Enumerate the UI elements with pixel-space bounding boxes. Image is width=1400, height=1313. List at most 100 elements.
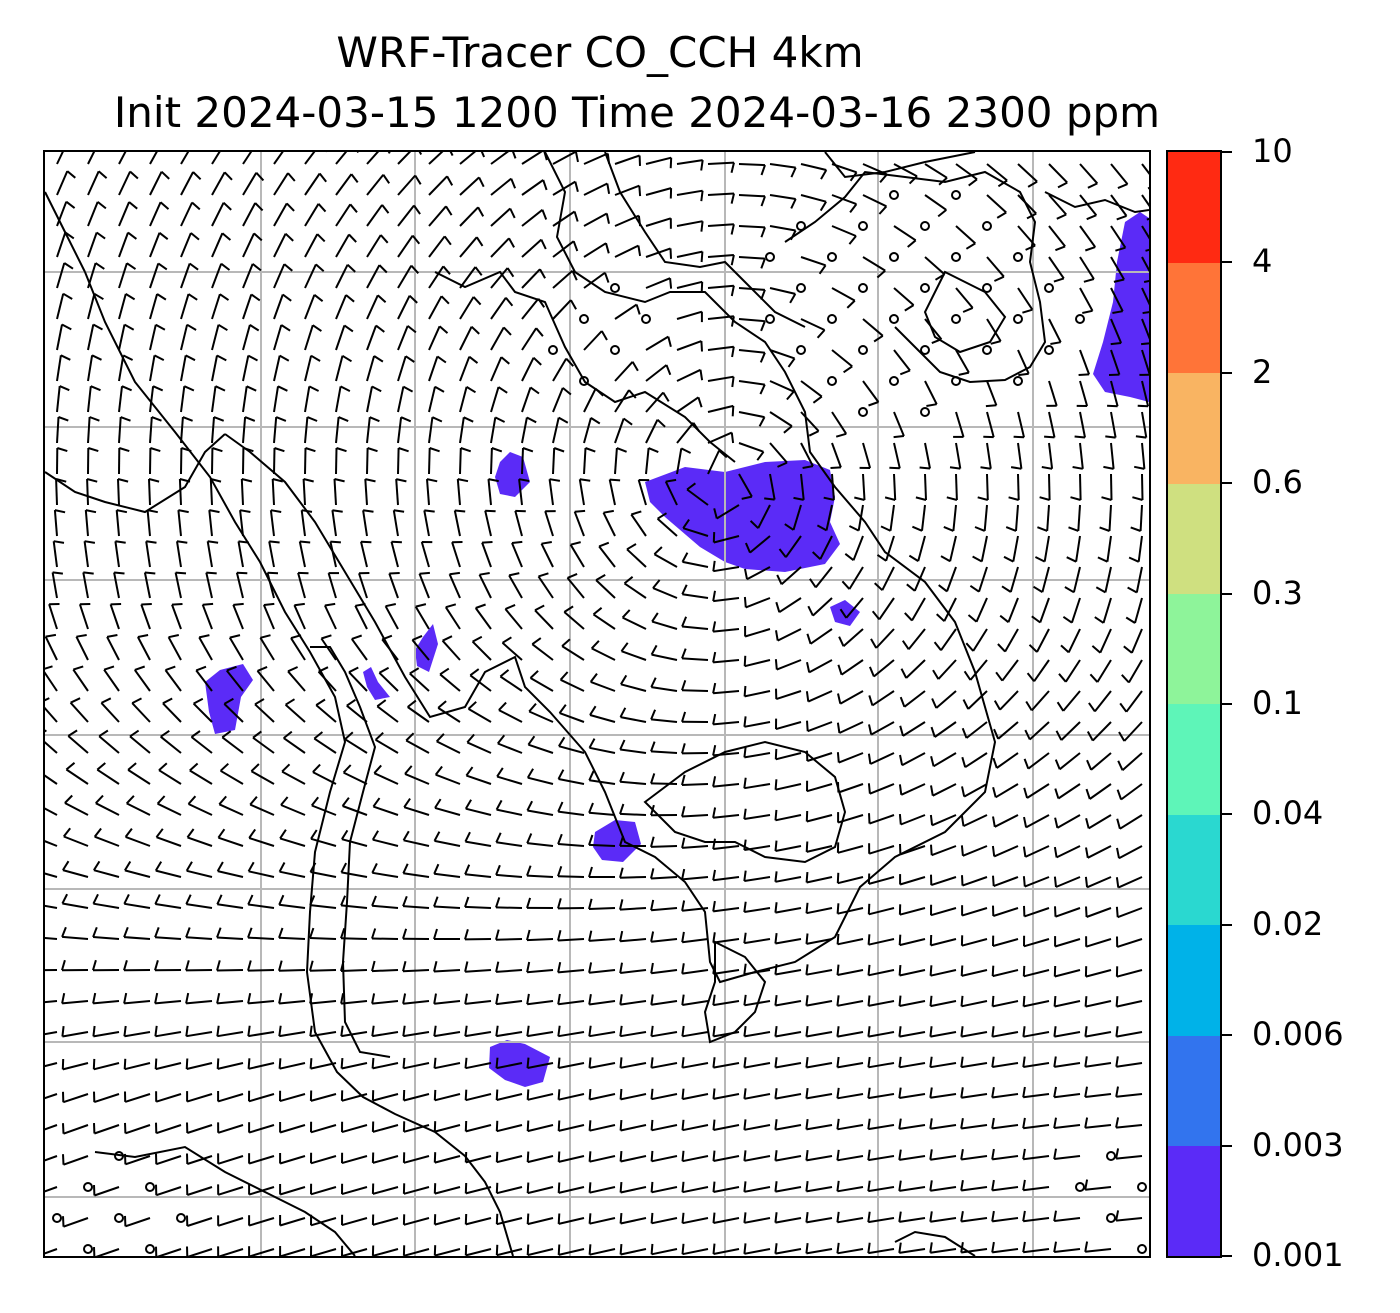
wind-barb-shaft xyxy=(993,876,1019,888)
wind-barb-shaft xyxy=(302,478,306,506)
wind-barb-feather xyxy=(1113,278,1125,283)
wind-barb-shaft xyxy=(220,769,244,785)
wind-barb-feather xyxy=(526,1025,530,1037)
wind-barb-shaft xyxy=(626,548,647,568)
wind-barb-feather xyxy=(435,733,445,743)
wind-barb-feather xyxy=(812,395,823,404)
wind-barb-shaft xyxy=(1054,938,1081,948)
wind-barb-shaft xyxy=(155,869,182,878)
wind-barb-feather xyxy=(805,1242,809,1254)
wind-barb-shaft xyxy=(620,1000,647,1006)
wind-barb-shaft xyxy=(806,783,833,793)
wind-barb-feather xyxy=(438,325,449,334)
wind-barb-feather xyxy=(123,960,128,971)
wind-barb-feather xyxy=(681,1025,685,1037)
wind-barb-shaft xyxy=(459,206,479,227)
wind-barb-feather xyxy=(1125,616,1136,624)
wind-barb-shaft xyxy=(955,442,962,469)
wind-barb-feather xyxy=(867,903,871,915)
wind-barb-shaft xyxy=(248,1000,275,1005)
wind-barb-shaft xyxy=(208,509,213,537)
wind-barb-feather xyxy=(619,1057,623,1068)
wind-barb-feather xyxy=(843,365,853,374)
wind-barb-shaft xyxy=(248,1217,275,1227)
wind-barb-shaft xyxy=(992,907,1019,917)
wind-barb-shaft xyxy=(845,597,864,619)
wind-barb-shaft xyxy=(341,1217,368,1227)
wind-barb-feather xyxy=(511,540,523,544)
wind-barb-shaft xyxy=(521,417,528,444)
wind-barb-feather xyxy=(743,1150,747,1161)
wind-barb-shaft xyxy=(372,1186,399,1195)
wind-barb-shaft xyxy=(682,1186,709,1194)
calm-wind-marker xyxy=(641,314,651,324)
wind-barb-feather xyxy=(92,992,97,1004)
wind-barb-feather xyxy=(619,930,624,942)
wind-barb-shaft xyxy=(573,511,585,537)
wind-barb-shaft xyxy=(342,805,368,816)
wind-barb-shaft xyxy=(1141,287,1149,306)
wind-barb-feather xyxy=(67,729,78,737)
wind-barb-feather xyxy=(542,179,548,191)
wind-barb-feather xyxy=(158,232,169,240)
wind-barb-shaft xyxy=(630,513,647,537)
wind-barb-feather xyxy=(806,633,812,645)
wind-barb-feather xyxy=(414,174,422,185)
wind-barb-feather xyxy=(848,235,857,245)
wind-barb-shaft xyxy=(372,1031,399,1038)
calm-wind-marker xyxy=(610,345,620,355)
wind-barb-feather xyxy=(681,963,685,974)
wind-barb-feather xyxy=(45,633,57,638)
wind-barb-shaft xyxy=(806,845,833,853)
wind-barb-feather xyxy=(499,669,510,678)
wind-barb-shaft xyxy=(949,535,957,562)
colorbar-tick xyxy=(1222,151,1232,153)
wind-barb-shaft xyxy=(1116,938,1143,948)
wind-barb-shaft xyxy=(279,903,306,909)
wind-barb-shaft xyxy=(177,510,182,537)
wind-barb-feather xyxy=(402,928,408,939)
wind-barb-feather xyxy=(431,416,443,423)
wind-barb-feather xyxy=(158,762,168,771)
wind-barb-feather xyxy=(1084,1026,1088,1037)
wind-barb-feather xyxy=(206,571,217,575)
wind-barb-shaft xyxy=(371,969,399,973)
wind-barb-feather xyxy=(61,1025,65,1037)
wind-barb-shaft xyxy=(217,1217,244,1227)
wind-barb-feather xyxy=(929,1149,933,1160)
wind-barb-shaft xyxy=(1026,783,1050,799)
wind-barb-feather xyxy=(1116,789,1123,800)
wind-barb-shaft xyxy=(676,368,701,382)
wind-barb-shaft xyxy=(465,1062,492,1070)
wind-barb-feather xyxy=(1022,1026,1026,1037)
wind-barb-feather xyxy=(247,861,255,872)
wind-barb-shaft xyxy=(645,277,671,289)
wind-barb-shaft xyxy=(899,1062,926,1069)
wind-barb-feather xyxy=(731,346,735,358)
wind-barb-shaft xyxy=(279,1093,306,1103)
wind-barb-feather xyxy=(263,602,275,606)
wind-barb-shaft xyxy=(527,1248,554,1256)
wind-barb-feather xyxy=(620,674,628,685)
colorbar-tick-label: 0.6 xyxy=(1252,463,1303,502)
wind-barb-feather xyxy=(236,571,248,575)
wind-barb-shaft xyxy=(619,907,647,911)
wind-barb-shaft xyxy=(490,356,503,382)
wind-barb-shaft xyxy=(149,293,159,320)
wind-barb-feather xyxy=(700,159,704,171)
wind-barb-feather xyxy=(898,1118,902,1130)
wind-barb-feather xyxy=(898,1211,902,1223)
wind-barb-feather xyxy=(1023,787,1029,799)
wind-barb-shaft xyxy=(589,1062,616,1069)
wind-barb-feather xyxy=(557,961,562,973)
wind-barb-shaft xyxy=(831,473,835,500)
wind-barb-feather xyxy=(413,204,421,215)
wind-barb-feather xyxy=(588,866,593,878)
wind-barb-feather xyxy=(595,574,606,581)
wind-barb-feather xyxy=(371,862,378,874)
wind-barb-shaft xyxy=(490,237,510,258)
wind-barb-feather xyxy=(185,861,193,872)
wind-barb-shaft xyxy=(552,240,575,258)
wind-barb-shaft xyxy=(900,783,926,796)
wind-barb-shaft xyxy=(1117,907,1143,919)
